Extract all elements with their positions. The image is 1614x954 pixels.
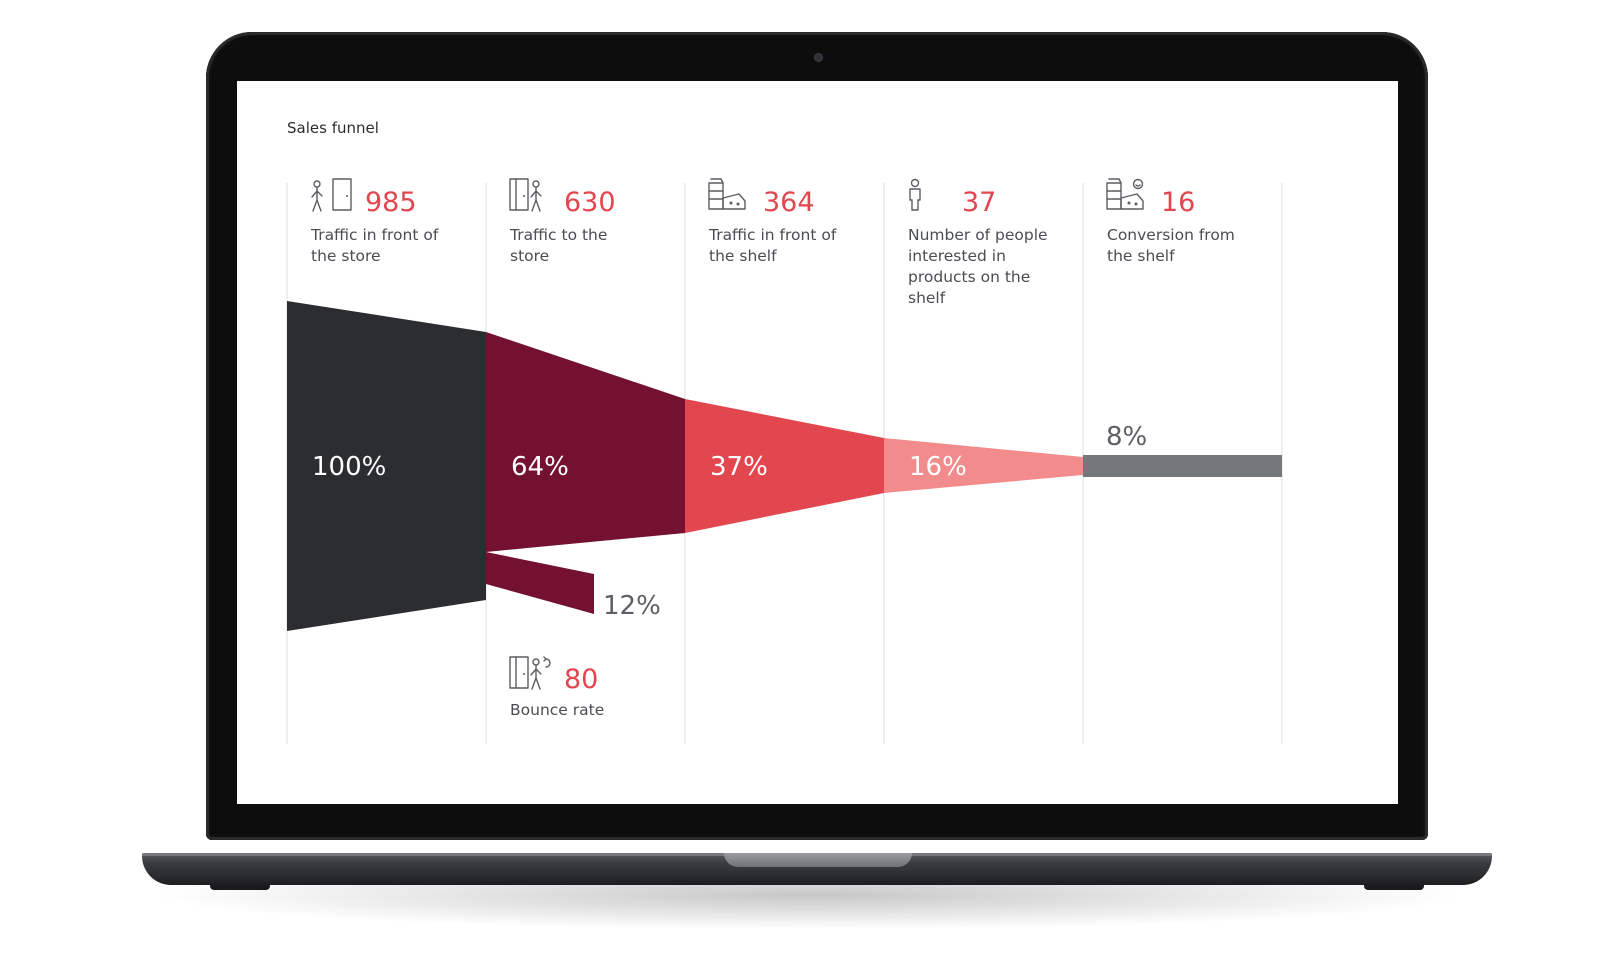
segment-percent-label: 37% [710,452,768,482]
icon-part [708,178,724,200]
stage-label-line: shelf [908,289,946,307]
stage-label-line: the shelf [709,247,777,265]
segment-percent-label: 100% [312,452,386,482]
icon-part [708,182,724,210]
icon-part [909,188,921,211]
stage-count: 16 [1161,187,1195,218]
icon-part [1134,202,1138,206]
person-leaving-store-icon [509,656,551,690]
person-entering-store-icon [509,178,542,212]
icon-part [736,202,740,206]
icon-part [530,187,542,212]
icon-part [543,656,551,668]
webcam [814,53,823,62]
icon-part [1106,178,1122,200]
sales-funnel-chart: Sales funnel 100% 985 Traffic in front of t… [286,119,1283,744]
segment-percent-label: 64% [511,452,569,482]
stage-label-line: products on the [908,268,1030,286]
icon-part [509,656,529,689]
icon-part [523,195,525,197]
icon-part [1135,184,1141,187]
funnel-segment-2 [486,332,685,552]
laptop-opening-notch [724,853,912,867]
funnel-segment-3 [685,399,884,533]
pedestrian-at-door-icon [311,178,352,212]
stage-label-line: Traffic in front of [708,226,837,244]
icon-part [532,658,540,666]
stage-label-line: Conversion from [1107,226,1235,244]
laptop-foot-right [1364,885,1424,890]
bounce-label: Bounce rate [510,701,604,719]
stage-label-line: the store [311,247,381,265]
smiling-shelf-products-icon [1106,178,1144,210]
icon-part [332,178,352,211]
icon-part [346,195,348,197]
chart-title: Sales funnel [287,119,379,137]
stage-count: 364 [763,187,815,218]
funnel-segment-5 [1083,455,1282,477]
icon-part [910,178,920,188]
stage-count: 985 [365,187,417,218]
icon-part [1120,193,1144,210]
stage-count: 630 [564,187,616,218]
icon-part [729,201,733,205]
icon-part [530,665,542,690]
icon-part [722,193,746,210]
icon-part [1132,178,1144,190]
icon-part [523,673,525,675]
icon-part [313,180,321,188]
icon-part [1106,182,1122,210]
bounce-segment [486,552,594,614]
icon-part [1127,201,1131,205]
shelf-products-icon [708,178,746,210]
laptop-screen: Sales funnel 100% 985 Traffic in front of t… [237,81,1398,804]
laptop-foot-left [210,885,270,890]
icon-part [532,180,540,188]
segment-percent-label: 8% [1106,422,1147,452]
icon-part [311,187,323,212]
stage-label-line: store [510,247,549,265]
icon-part [509,178,529,211]
stage-label-line: interested in [908,247,1006,265]
person-icon [909,178,921,211]
funnel-segment-4 [884,438,1083,493]
bounce-count: 80 [564,664,598,695]
stage-label-line: Traffic to the [509,226,607,244]
stage-label-line: Traffic in front of [310,226,439,244]
stage-count: 37 [962,187,996,218]
stage-label-line: Number of people [908,226,1048,244]
segment-percent-label: 16% [909,452,967,482]
stage-label-line: the shelf [1107,247,1175,265]
funnel-segment-1 [287,301,486,631]
bounce-percent-label: 12% [603,591,661,621]
